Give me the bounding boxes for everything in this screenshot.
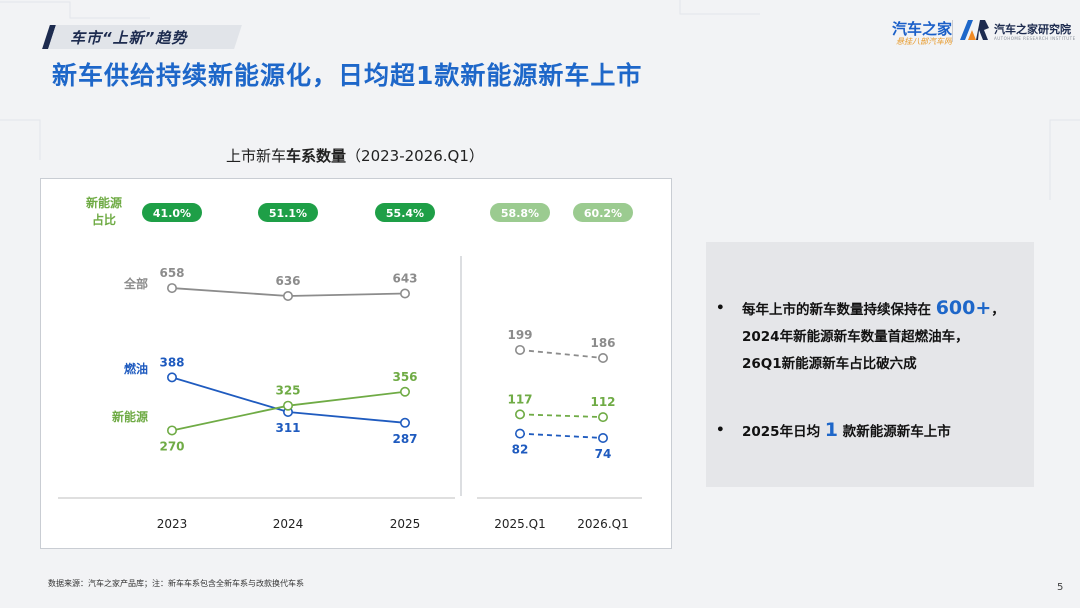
nev-annual-point	[283, 400, 294, 411]
nev-share-label: 55.4%	[386, 207, 424, 220]
bullet-mark: •	[716, 422, 725, 438]
fuel-quarterly-data-label: 74	[595, 447, 612, 461]
research-institute-logo-text: 汽车之家研究院	[994, 23, 1071, 36]
research-institute-logo-icon	[960, 20, 989, 40]
autohome-logo: 汽车之家	[892, 20, 953, 38]
chart-frame	[40, 178, 672, 549]
row-label-total: 全部	[123, 276, 148, 291]
total-quarterly-data-label: 186	[590, 336, 615, 350]
research-institute-logo-subtitle: AUTOHOME RESEARCH INSTITUTE	[994, 36, 1076, 41]
nev-share-pill	[142, 203, 202, 222]
total-annual-point	[399, 288, 410, 299]
nev-annual-point	[399, 386, 410, 397]
nev-annual-data-label: 325	[275, 384, 300, 398]
page-headline: 新车供给持续新能源化，日均超1款新能源新车上市	[52, 61, 643, 90]
nev-share-label: 51.1%	[269, 207, 307, 220]
nev-annual-data-label: 356	[392, 370, 417, 384]
nev-annual-point	[167, 425, 178, 436]
fuel-annual-point	[399, 417, 410, 428]
line-chart: 2023 2024 2025 2025.Q1 2026.Q1新能源占比全部燃油新能源41…	[58, 195, 642, 531]
total-annual-data-label: 636	[275, 274, 300, 288]
total-annual-data-label: 658	[159, 266, 184, 280]
row-label-share: 新能源	[86, 195, 122, 210]
row-label-share: 占比	[92, 212, 116, 227]
x-tick-label: 2026.Q1	[577, 517, 628, 531]
nev-quarterly-point	[597, 412, 608, 423]
nev-share-pill	[258, 203, 318, 222]
footnote: 数据来源：汽车之家产品库；注：新车车系包含全新车系与改款换代车系	[48, 579, 304, 588]
row-label-fuel: 燃油	[124, 361, 148, 376]
fuel-annual-point	[167, 372, 178, 383]
total-quarterly-point	[597, 353, 608, 364]
nev-annual-data-label: 270	[159, 439, 184, 453]
fuel-quarterly-line	[519, 432, 604, 439]
fuel-annual-data-label: 311	[275, 421, 300, 435]
fuel-quarterly-point	[514, 428, 525, 439]
fuel-annual-data-label: 388	[159, 355, 184, 369]
total-quarterly-line	[519, 349, 604, 359]
logo-divider	[952, 20, 953, 42]
fuel-quarterly-point	[597, 433, 608, 444]
summary-bullet-1: • 每年上市的新车数量持续保持在 600+， 2024年新能源新车数量首超燃油车…	[716, 297, 1005, 372]
total-annual-data-label: 643	[392, 271, 417, 285]
fuel-annual-data-label: 287	[392, 432, 417, 446]
total-annual-point	[283, 291, 294, 302]
fuel-quarterly-data-label: 82	[512, 443, 529, 457]
nev-quarterly-line	[519, 413, 604, 418]
nev-share-pill	[375, 203, 435, 222]
summary-panel	[706, 242, 1034, 487]
autohome-logo-tagline: 悬挂八部汽车网	[896, 37, 952, 46]
row-label-nev: 新能源	[112, 409, 148, 424]
page-number: 5	[1057, 582, 1064, 593]
summary-bullet-2: • 2025年日均 1 款新能源新车上市	[716, 417, 951, 446]
nev-quarterly-data-label: 112	[590, 395, 615, 409]
nev-share-label: 41.0%	[153, 207, 191, 220]
nev-quarterly-data-label: 117	[507, 392, 532, 406]
highlight-600: 600+	[935, 297, 992, 319]
total-quarterly-data-label: 199	[507, 328, 532, 342]
nev-share-pill	[573, 203, 633, 222]
x-tick-label: 2025.Q1	[494, 517, 545, 531]
x-tick-label: 2025	[390, 517, 421, 531]
bullet-mark: •	[716, 300, 725, 316]
nev-share-label: 58.8%	[501, 207, 539, 220]
highlight-1: 1	[824, 419, 839, 441]
x-tick-label: 2024	[273, 517, 304, 531]
x-tick-label: 2023	[157, 517, 188, 531]
nev-share-pill	[490, 203, 550, 222]
total-quarterly-point	[514, 344, 525, 355]
nev-quarterly-point	[514, 409, 525, 420]
total-annual-point	[167, 283, 178, 294]
chart-title: 上市新车车系数量（2023-2026.Q1）	[226, 147, 484, 165]
nev-share-label: 60.2%	[584, 207, 622, 220]
section-tag-label: 车市“上新”趋势	[70, 29, 188, 47]
